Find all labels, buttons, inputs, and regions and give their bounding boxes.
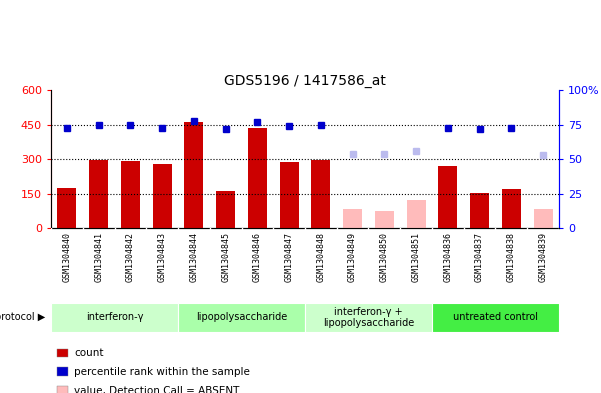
Text: GSM1304849: GSM1304849 xyxy=(348,231,357,282)
FancyBboxPatch shape xyxy=(51,303,178,332)
FancyBboxPatch shape xyxy=(178,303,305,332)
Bar xyxy=(311,160,331,228)
Bar xyxy=(279,162,299,228)
Text: interferon-γ +
lipopolysaccharide: interferon-γ + lipopolysaccharide xyxy=(323,307,414,328)
Text: GSM1304848: GSM1304848 xyxy=(316,231,325,282)
Bar xyxy=(502,189,521,228)
Bar xyxy=(438,165,457,228)
Text: lipopolysaccharide: lipopolysaccharide xyxy=(196,312,287,322)
Bar xyxy=(534,209,552,228)
Text: GSM1304840: GSM1304840 xyxy=(63,231,72,282)
Text: interferon-γ: interferon-γ xyxy=(86,312,143,322)
Bar xyxy=(153,164,172,228)
Bar xyxy=(406,200,426,228)
Bar xyxy=(470,193,489,228)
Bar xyxy=(58,188,76,228)
Text: GSM1304844: GSM1304844 xyxy=(189,231,198,282)
Text: GSM1304836: GSM1304836 xyxy=(444,231,453,282)
Bar xyxy=(375,211,394,228)
Text: count: count xyxy=(74,348,103,358)
Text: value, Detection Call = ABSENT: value, Detection Call = ABSENT xyxy=(74,386,239,393)
Text: GSM1304851: GSM1304851 xyxy=(412,231,421,282)
Text: GSM1304842: GSM1304842 xyxy=(126,231,135,282)
Bar xyxy=(216,191,235,228)
Text: GSM1304847: GSM1304847 xyxy=(285,231,294,282)
Text: GSM1304845: GSM1304845 xyxy=(221,231,230,282)
Text: percentile rank within the sample: percentile rank within the sample xyxy=(74,367,250,377)
Text: GSM1304846: GSM1304846 xyxy=(253,231,262,282)
Bar xyxy=(89,160,108,228)
Bar xyxy=(185,123,203,228)
Text: protocol ▶: protocol ▶ xyxy=(0,312,45,322)
Text: GSM1304841: GSM1304841 xyxy=(94,231,103,282)
Bar xyxy=(248,128,267,228)
Text: GSM1304843: GSM1304843 xyxy=(157,231,166,282)
Bar xyxy=(343,209,362,228)
Title: GDS5196 / 1417586_at: GDS5196 / 1417586_at xyxy=(224,74,386,88)
Text: GSM1304850: GSM1304850 xyxy=(380,231,389,282)
Text: GSM1304839: GSM1304839 xyxy=(538,231,548,282)
Text: GSM1304838: GSM1304838 xyxy=(507,231,516,282)
FancyBboxPatch shape xyxy=(305,303,432,332)
FancyBboxPatch shape xyxy=(432,303,559,332)
Bar xyxy=(121,162,140,228)
Text: GSM1304837: GSM1304837 xyxy=(475,231,484,282)
Text: untreated control: untreated control xyxy=(453,312,538,322)
